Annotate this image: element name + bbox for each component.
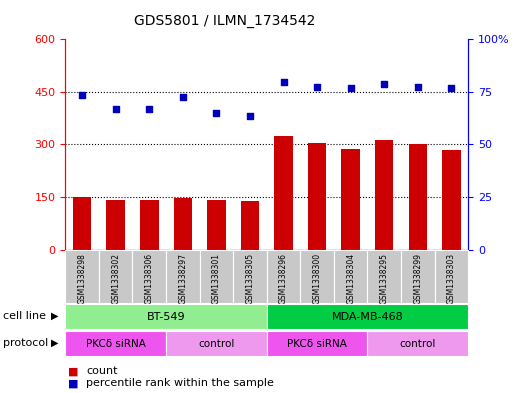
Bar [375, 140, 393, 250]
Text: PKCδ siRNA: PKCδ siRNA [86, 339, 145, 349]
Text: GSM1338302: GSM1338302 [111, 253, 120, 304]
Text: GSM1338306: GSM1338306 [145, 253, 154, 305]
Point [111, 106, 120, 112]
Text: ▶: ▶ [51, 338, 59, 348]
Bar [99, 250, 132, 303]
Bar [367, 250, 401, 303]
Point [414, 84, 422, 90]
Bar [435, 250, 468, 303]
Bar [274, 136, 293, 250]
Bar [65, 250, 99, 303]
Point [179, 94, 187, 100]
Bar [132, 250, 166, 303]
Text: protocol: protocol [3, 338, 48, 348]
Text: ■: ■ [68, 378, 78, 388]
Point [279, 79, 288, 85]
Text: GSM1338296: GSM1338296 [279, 253, 288, 304]
Point [145, 106, 153, 112]
Bar [308, 143, 326, 250]
Bar [73, 197, 92, 250]
Bar [166, 331, 267, 356]
Point [380, 81, 389, 87]
Bar [200, 250, 233, 303]
Point [246, 112, 254, 119]
Bar [367, 331, 468, 356]
Bar [267, 331, 367, 356]
Point [313, 84, 321, 90]
Bar [334, 250, 367, 303]
Bar [300, 250, 334, 303]
Text: GSM1338305: GSM1338305 [245, 253, 255, 305]
Point [78, 92, 86, 99]
Point [447, 85, 456, 92]
Text: PKCδ siRNA: PKCδ siRNA [287, 339, 347, 349]
Text: ■: ■ [68, 366, 78, 376]
Text: percentile rank within the sample: percentile rank within the sample [86, 378, 274, 388]
Bar [267, 250, 300, 303]
Bar [442, 151, 461, 250]
Text: GSM1338303: GSM1338303 [447, 253, 456, 305]
Bar [65, 331, 166, 356]
Text: cell line: cell line [3, 310, 46, 321]
Text: GSM1338298: GSM1338298 [77, 253, 87, 304]
Text: GSM1338295: GSM1338295 [380, 253, 389, 304]
Bar [401, 250, 435, 303]
Bar [207, 200, 225, 250]
Text: GSM1338304: GSM1338304 [346, 253, 355, 305]
Point [212, 110, 221, 116]
Bar [107, 200, 125, 250]
Text: GSM1338297: GSM1338297 [178, 253, 187, 304]
Text: control: control [198, 339, 235, 349]
Bar [267, 304, 468, 329]
Text: MDA-MB-468: MDA-MB-468 [332, 312, 403, 321]
Bar [408, 144, 427, 250]
Text: GSM1338300: GSM1338300 [313, 253, 322, 305]
Bar [342, 149, 360, 250]
Text: count: count [86, 366, 118, 376]
Text: GSM1338301: GSM1338301 [212, 253, 221, 304]
Bar [241, 201, 259, 250]
Bar [140, 200, 158, 250]
Bar [65, 304, 267, 329]
Text: GSM1338299: GSM1338299 [413, 253, 422, 304]
Bar [166, 250, 200, 303]
Text: BT-549: BT-549 [147, 312, 185, 321]
Text: GDS5801 / ILMN_1734542: GDS5801 / ILMN_1734542 [134, 14, 315, 28]
Point [346, 85, 355, 92]
Bar [174, 198, 192, 250]
Bar [233, 250, 267, 303]
Text: control: control [400, 339, 436, 349]
Text: ▶: ▶ [51, 310, 59, 321]
